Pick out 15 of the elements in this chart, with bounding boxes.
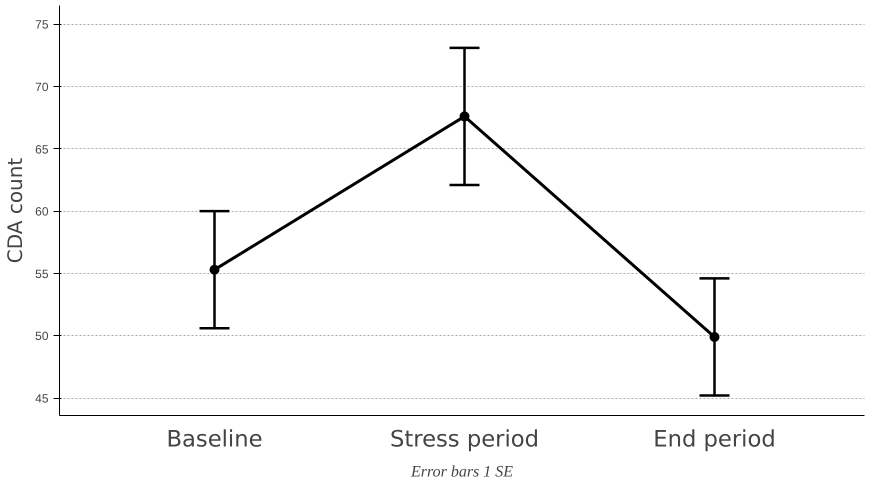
y-tick-label: 50	[35, 329, 49, 344]
y-tick-label: 45	[35, 392, 49, 406]
x-tick-label: End period	[653, 426, 776, 452]
point	[460, 111, 470, 122]
x-tick-label: Stress period	[390, 426, 540, 452]
y-tick-label: 60	[35, 204, 49, 219]
y-tick-label: 70	[35, 80, 49, 94]
y-axis-title: CDA count	[3, 158, 28, 264]
point	[210, 264, 220, 275]
text: Error bars 1 SE	[410, 464, 514, 480]
y-tick-label: 55	[35, 266, 49, 281]
x-tick-label: Baseline	[166, 426, 263, 452]
y-tick-label: 75	[35, 18, 49, 32]
y-tick-label: 65	[35, 142, 49, 156]
point	[710, 332, 720, 342]
